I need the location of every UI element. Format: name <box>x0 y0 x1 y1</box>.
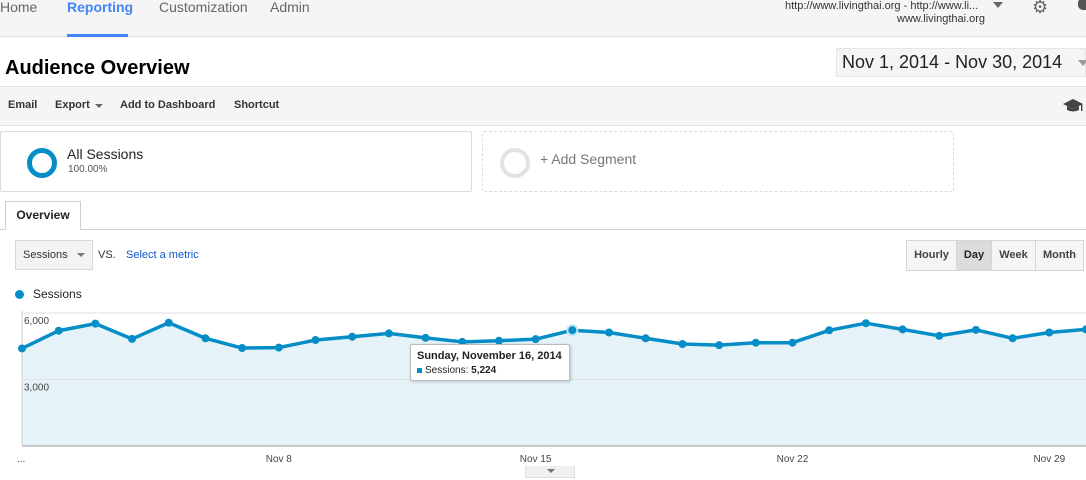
data-point <box>54 326 63 335</box>
data-point <box>494 336 503 345</box>
tab-divider <box>0 229 1086 230</box>
export-dropdown-icon <box>95 104 103 108</box>
nav-home[interactable]: Home <box>0 0 40 37</box>
data-point <box>201 334 210 343</box>
data-point <box>605 328 614 337</box>
data-point <box>861 319 870 328</box>
segment-percentage: 100.00% <box>68 164 108 175</box>
tooltip-label: Sessions: <box>425 365 469 376</box>
nav-admin-label: Admin <box>270 0 310 15</box>
chevron-down-icon <box>77 253 85 257</box>
data-point <box>715 341 724 350</box>
export-button[interactable]: Export <box>55 99 90 111</box>
granularity-hourly-button[interactable]: Hourly <box>906 240 957 271</box>
add-segment-box[interactable]: + Add Segment <box>482 131 954 192</box>
report-toolbar: Email Export Add to Dashboard Shortcut <box>0 86 1086 126</box>
segment-all-sessions[interactable]: All Sessions 100.00% <box>0 131 472 192</box>
sessions-line-chart[interactable]: 6,000 3,000... Nov 8 Nov 15 Nov 22 Nov 29 <box>0 300 1086 470</box>
nav-admin[interactable]: Admin <box>270 0 310 37</box>
data-point <box>788 338 797 347</box>
chevron-down-icon <box>547 469 555 473</box>
data-point <box>531 335 540 344</box>
segment-name: All Sessions <box>67 146 144 162</box>
active-tab-indicator <box>67 34 128 37</box>
granularity-month-button[interactable]: Month <box>1035 240 1084 271</box>
x-tick-label: Nov 22 <box>777 454 809 465</box>
data-point <box>238 344 247 353</box>
shortcut-button[interactable]: Shortcut <box>234 99 280 111</box>
top-navigation: Home Reporting Customization Admin http:… <box>0 0 1086 37</box>
account-dropdown-icon[interactable] <box>993 2 1003 8</box>
data-point <box>348 332 357 341</box>
data-point <box>678 340 687 349</box>
data-point <box>18 344 26 353</box>
data-point <box>128 334 137 343</box>
metric-select[interactable]: Sessions <box>15 240 93 270</box>
nav-customization-label: Customization <box>159 0 248 15</box>
date-range-picker[interactable]: Nov 1, 2014 - Nov 30, 2014 <box>836 48 1086 77</box>
granularity-week-button[interactable]: Week <box>991 240 1036 271</box>
data-point <box>751 338 760 347</box>
chart-resize-handle[interactable] <box>525 466 575 478</box>
chart-area-fill <box>22 322 1086 446</box>
metric-select-label: Sessions <box>23 249 68 261</box>
nav-reporting[interactable]: Reporting <box>67 0 133 37</box>
add-segment-button[interactable]: + Add Segment <box>540 151 637 167</box>
data-point <box>1045 328 1054 337</box>
chevron-down-icon <box>1078 60 1086 66</box>
tooltip-value: Sessions: 5,224 <box>425 365 496 376</box>
data-point <box>971 325 980 334</box>
nav-home-label: Home <box>0 0 38 15</box>
nav-reporting-label: Reporting <box>67 0 134 15</box>
segment-ring-icon <box>27 148 57 178</box>
empty-segment-ring-icon <box>500 148 530 178</box>
data-point <box>421 333 430 342</box>
account-url: http://www.livingthai.org - http://www.l… <box>785 0 979 12</box>
chart-tooltip: Sunday, November 16, 2014 Sessions: 5,22… <box>410 344 570 381</box>
tooltip-date: Sunday, November 16, 2014 <box>417 350 562 362</box>
tooltip-series-marker <box>417 368 422 373</box>
x-tick-label: Nov 15 <box>520 454 552 465</box>
nav-customization[interactable]: Customization <box>159 0 248 37</box>
x-tick-label: Nov 29 <box>1033 454 1065 465</box>
data-point <box>1008 334 1017 343</box>
data-point <box>825 326 834 335</box>
y-tick-label: 6,000 <box>24 316 49 327</box>
data-point <box>898 325 907 334</box>
user-icon[interactable] <box>1078 0 1086 10</box>
add-to-dashboard-button[interactable]: Add to Dashboard <box>120 99 216 111</box>
x-tick-label: ... <box>17 454 25 465</box>
account-property: www.livingthai.org <box>897 13 986 25</box>
data-point <box>458 337 467 346</box>
y-tick-label: 3,000 <box>24 383 49 394</box>
data-point <box>384 329 393 338</box>
data-point <box>566 324 579 337</box>
data-point <box>641 334 650 343</box>
tab-overview[interactable]: Overview <box>5 201 81 230</box>
email-button[interactable]: Email <box>8 99 38 111</box>
data-point <box>164 318 173 327</box>
date-range-label: Nov 1, 2014 - Nov 30, 2014 <box>842 52 1063 72</box>
tooltip-number: 5,224 <box>471 365 497 376</box>
data-point <box>935 331 944 340</box>
granularity-day-button[interactable]: Day <box>956 240 992 271</box>
data-point <box>91 319 100 328</box>
data-point <box>311 336 320 345</box>
legend-sessions-label: Sessions <box>33 287 82 301</box>
select-metric-link[interactable]: Select a metric <box>126 249 199 261</box>
account-selector[interactable]: http://www.livingthai.org - http://www.l… <box>777 0 997 36</box>
legend-sessions-marker <box>15 290 24 299</box>
page-title: Audience Overview <box>5 57 190 79</box>
vs-label: VS. <box>98 249 116 261</box>
gear-icon[interactable]: ⚙ <box>1032 0 1049 17</box>
data-point <box>1082 325 1086 334</box>
graduation-cap-icon[interactable] <box>1063 98 1083 114</box>
x-tick-label: Nov 8 <box>266 454 293 465</box>
sessions-series-line <box>21 321 1086 351</box>
data-point <box>274 343 283 352</box>
